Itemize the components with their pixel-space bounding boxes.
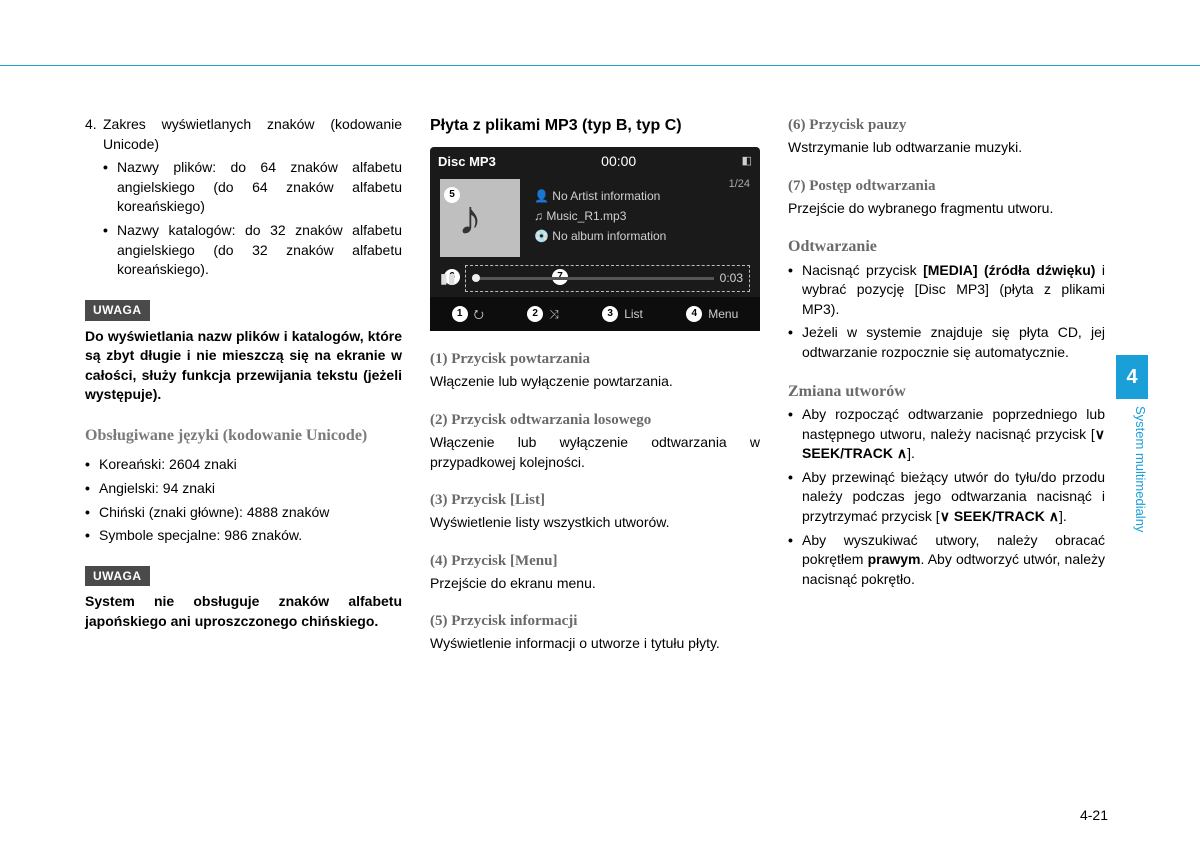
chapter-tab: 4 (1116, 355, 1148, 399)
list-item: Jeżeli w systemie znajduje się płyta CD,… (788, 323, 1105, 362)
section-heading: (4) Przycisk [Menu] (430, 551, 760, 572)
repeat-icon: ⭮ (474, 306, 484, 323)
change-tracks-heading: Zmiana utworów (788, 381, 1105, 403)
player-time: 00:00 (601, 152, 636, 172)
player-main: 👤 No Artist information ♫ Music_R1.mp3 💿… (430, 177, 760, 259)
player-topbar: Disc MP3 00:00 ◧ (430, 147, 760, 177)
media-player-screenshot: Disc MP3 00:00 ◧ 1/24 👤 No Artist inform… (430, 147, 760, 331)
track-count: 1/24 (729, 177, 750, 192)
section-heading: (5) Przycisk informacji (430, 611, 760, 632)
list-item: Nazwy plików: do 64 znaków alfabetu angi… (103, 158, 402, 217)
mp3-heading: Płyta z plikami MP3 (typ B, typ C) (430, 115, 760, 137)
callout-marker-2: 2 (527, 306, 543, 322)
list-button: 3 List (602, 306, 643, 323)
repeat-button: 1 ⭮ (452, 306, 484, 323)
item-number: 4. (85, 115, 103, 154)
languages-heading: Obsługiwane języki (kodowanie Unicode) (85, 425, 402, 447)
list-item: Symbole specjalne: 986 znaków. (85, 526, 402, 546)
elapsed-time: 0:03 (720, 270, 743, 287)
player-status-icons: ◧ (742, 154, 752, 169)
callout-marker-1: 1 (452, 306, 468, 322)
section-heading: (3) Przycisk [List] (430, 490, 760, 511)
section-text: Włączenie lub wyłączenie odtwarzania w p… (430, 433, 760, 472)
menu-button: 4 Menu (686, 306, 738, 323)
disc-label: Disc MP3 (438, 153, 496, 171)
player-bottom-bar: 1 ⭮ 2 ⤨ 3 List 4 Menu (430, 297, 760, 331)
unicode-limits-list: Nazwy plików: do 64 znaków alfabetu angi… (85, 158, 402, 280)
section-heading: (6) Przycisk pauzy (788, 115, 1105, 136)
filename-line: ♫ Music_R1.mp3 (534, 208, 750, 225)
section-heading: (1) Przycisk powtarzania (430, 349, 760, 370)
list-item: Aby wyszukiwać utwory, należy obracać po… (788, 531, 1105, 590)
column-1: 4. Zakres wyświetlanych znaków (kodowani… (85, 115, 402, 795)
track-info: 👤 No Artist information ♫ Music_R1.mp3 💿… (534, 188, 750, 247)
playback-heading: Odtwarzanie (788, 236, 1105, 258)
list-item: Aby przewinąć bieżący utwór do tyłu/do p… (788, 468, 1105, 527)
list-item: Nacisnąć przycisk [MEDIA] (źródła dźwięk… (788, 261, 1105, 320)
callout-marker-4: 4 (686, 306, 702, 322)
shuffle-icon: ⤨ (549, 306, 559, 323)
section-text: Przejście do wybranego fragmentu utworu. (788, 199, 1105, 219)
artist-line: 👤 No Artist information (534, 188, 750, 205)
shuffle-button: 2 ⤨ (527, 306, 559, 323)
list-item: Aby rozpocząć odtwarzanie poprzedniego l… (788, 405, 1105, 464)
seek-down-icon (1095, 426, 1105, 442)
chapter-title: System multimedialny (1116, 400, 1148, 532)
change-tracksks <li data-name=: Aby rozpocząć odtwarzanie poprzedniego l… (788, 405, 1105, 589)
section-text: Wyświetlenie listy wszystkich utworów. (430, 513, 760, 533)
pause-icon: ▮▮ (440, 269, 455, 289)
list-item: Chiński (znaki główne): 4888 znaków (85, 503, 402, 523)
section-text: Wstrzymanie lub odtwarzanie muzyki. (788, 138, 1105, 158)
section-heading: (2) Przycisk odtwarzania losowego (430, 410, 760, 431)
menu-label: Menu (708, 306, 738, 323)
content-area: 4. Zakres wyświetlanych znaków (kodowani… (85, 115, 1105, 795)
progress-bar (472, 277, 713, 280)
section-heading: (7) Postęp odtwarzania (788, 176, 1105, 197)
progress-wrap: 0:03 (465, 265, 750, 292)
seek-down-icon (940, 508, 950, 524)
column-2: Płyta z plikami MP3 (typ B, typ C) Disc … (430, 115, 760, 795)
page-number: 4-21 (1080, 807, 1108, 823)
section-text: Przejście do ekranu menu. (430, 574, 760, 594)
notice-text: System nie obsługuje znaków alfabetu jap… (85, 592, 402, 631)
list-item: Koreański: 2604 znaki (85, 455, 402, 475)
callout-marker-3: 3 (602, 306, 618, 322)
section-text: Włączenie lub wyłączenie powtarzania. (430, 372, 760, 392)
list-label: List (624, 306, 643, 323)
album-line: 💿 No album information (534, 228, 750, 245)
numbered-item-4: 4. Zakres wyświetlanych znaków (kodowani… (85, 115, 402, 154)
item-text: Zakres wyświetlanych znaków (kodowanie U… (103, 115, 402, 154)
top-border (0, 65, 1200, 66)
column-3: (6) Przycisk pauzy Wstrzymanie lub odtwa… (788, 115, 1105, 795)
list-item: Nazwy katalogów: do 32 znaków alfabetu a… (103, 221, 402, 280)
player-controls: ▮▮ 0:03 (440, 265, 750, 292)
notice-label: UWAGA (85, 300, 150, 321)
languages-list: Koreański: 2604 znaki Angielski: 94 znak… (85, 455, 402, 545)
seek-up-icon (1049, 508, 1059, 524)
list-item: Angielski: 94 znaki (85, 479, 402, 499)
playback-list: Nacisnąć przycisk [MEDIA] (źródła dźwięk… (788, 261, 1105, 363)
seek-up-icon (897, 445, 907, 461)
notice-label: UWAGA (85, 566, 150, 587)
notice-text: Do wyświetlania nazw plików i katalogów,… (85, 327, 402, 405)
section-text: Wyświetlenie informacji o utworze i tytu… (430, 634, 760, 654)
